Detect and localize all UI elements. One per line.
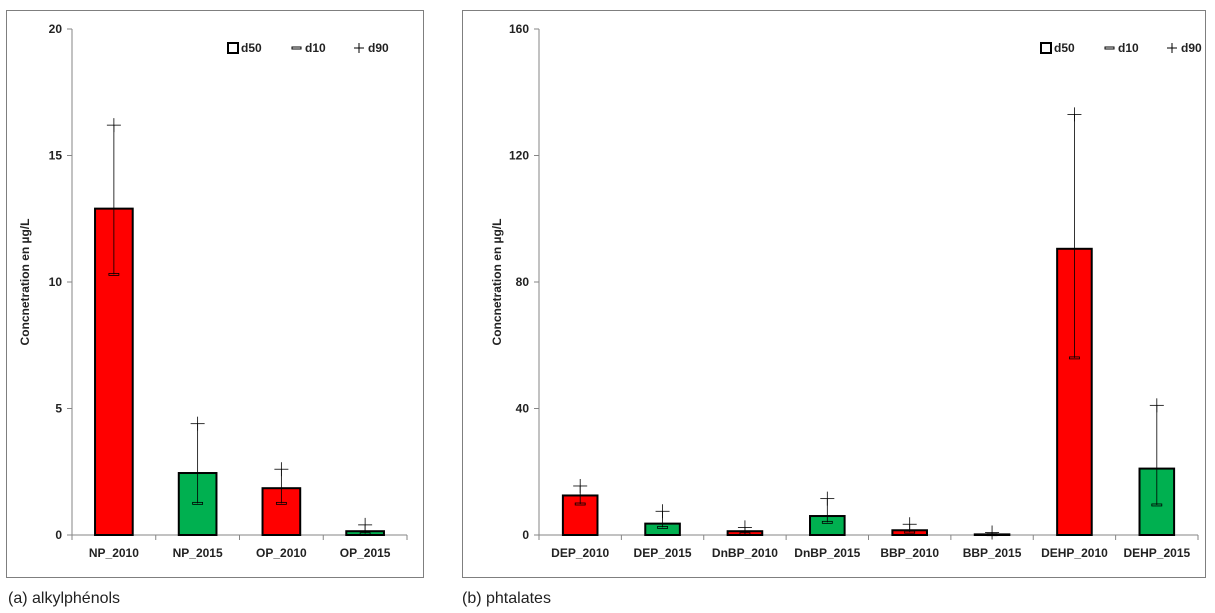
caption-alkylphenols: (a) alkylphénols: [8, 590, 121, 607]
x-tick-label: DnBP_2015: [794, 546, 860, 560]
y-axis-label: Concnetration en µg/L: [18, 219, 32, 346]
d10-marker-NP_2015: [192, 501, 204, 505]
x-tick-label: DEHP_2015: [1123, 546, 1190, 560]
x-tick-label: DEP_2010: [551, 546, 609, 560]
d10-marker-NP_2010: [108, 273, 120, 276]
x-tick-label: BBP_2015: [963, 546, 1022, 560]
legend-d90-label: d90: [368, 41, 389, 55]
d10-marker-DnBP_2015: [821, 520, 833, 524]
chart-phtalates: 0 40 80 120 160 Concnetration en µg/L DEP_2010…: [490, 22, 1202, 560]
d10-marker-DEP_2015: [657, 526, 668, 529]
y-tick-label: 10: [49, 275, 63, 289]
legend-d50-label: d50: [1054, 41, 1075, 55]
x-tick-label: OP_2015: [340, 546, 391, 560]
d10-marker-DEP_2010: [574, 502, 586, 506]
y-tick-label: 80: [516, 275, 530, 289]
legend-d10-label: d10: [1118, 41, 1139, 55]
y-tick-label: 0: [522, 528, 529, 542]
y-tick-label: 120: [509, 149, 529, 163]
legend-d10-symbol: [1104, 46, 1115, 50]
y-tick-label: 5: [55, 402, 62, 416]
legend-d90-label: d90: [1181, 41, 1202, 55]
legend-d10-symbol: [291, 46, 302, 50]
d10-marker-OP_2015: [359, 532, 371, 536]
y-tick-label: 20: [49, 22, 63, 36]
chart-panel-phtalates: 0 40 80 120 160 Concnetration en µg/L DEP_2010…: [462, 10, 1206, 578]
x-tick-label: NP_2015: [173, 546, 223, 560]
y-tick-label: 40: [516, 402, 530, 416]
x-tick-label: BBP_2010: [880, 546, 939, 560]
y-tick-label: 15: [49, 149, 63, 163]
y-tick-label: 160: [509, 22, 529, 36]
legend-d50-label: d50: [241, 41, 262, 55]
caption-phtalates: (b) phtalates: [462, 590, 551, 607]
d10-marker-OP_2010: [275, 501, 287, 505]
d10-marker-DEHP_2015: [1151, 503, 1163, 507]
legend-d50-symbol: [1040, 42, 1052, 54]
legend-d10-label: d10: [305, 41, 326, 55]
y-tick-label: 0: [55, 528, 62, 542]
y-axis-label: Concnetration en µg/L: [490, 219, 504, 346]
legend-d50-symbol: [227, 42, 239, 54]
x-tick-label: DEHP_2010: [1041, 546, 1108, 560]
x-tick-label: NP_2010: [89, 546, 139, 560]
x-tick-label: OP_2010: [256, 546, 307, 560]
x-tick-label: DEP_2015: [634, 546, 692, 560]
x-tick-label: DnBP_2010: [712, 546, 778, 560]
chart-panel-alkylphenols: 0 5 10 15 20 Concnetration en µg/L NP_2010 NP_2…: [6, 10, 424, 578]
chart-alkylphenols: 0 5 10 15 20 Concnetration en µg/L NP_2010 NP_2…: [18, 22, 408, 560]
d10-marker-DEHP_2010: [1069, 356, 1080, 360]
